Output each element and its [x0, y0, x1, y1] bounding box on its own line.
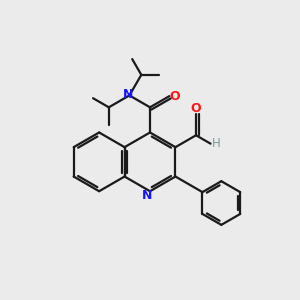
Text: H: H — [212, 137, 220, 150]
Text: N: N — [142, 189, 152, 202]
Text: N: N — [123, 88, 133, 101]
Text: O: O — [169, 90, 180, 103]
Text: O: O — [191, 102, 201, 115]
